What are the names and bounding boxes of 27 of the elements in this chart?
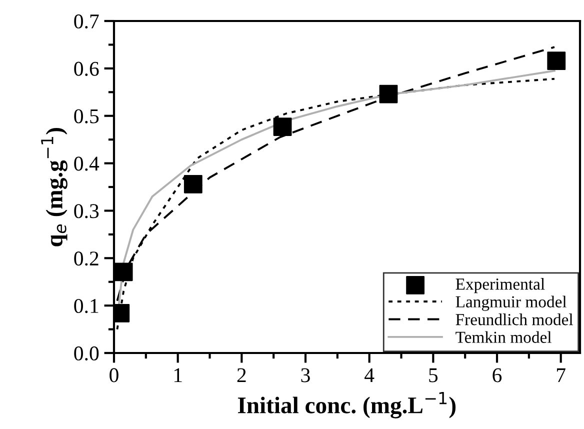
y-tick-label: 0.5 xyxy=(74,109,99,124)
y-tick-label: 0.4 xyxy=(74,156,100,171)
legend-label: Temkin model xyxy=(456,331,552,343)
point xyxy=(547,52,566,70)
legend-label: Freundlich model xyxy=(456,314,573,326)
point xyxy=(184,174,202,194)
y-tick-label: 0.7 xyxy=(74,14,99,29)
legend-label: Experimental xyxy=(456,278,545,294)
x-tick-label: 4 xyxy=(364,368,374,382)
x-tick-label: 2 xyxy=(237,368,246,382)
x-tick-label: 3 xyxy=(301,368,310,382)
x-tick-label: 0 xyxy=(110,368,118,382)
x-tick-label: 1 xyxy=(174,368,182,382)
y-tick-label: 0.0 xyxy=(74,346,99,361)
y-tick-label: 0.1 xyxy=(74,298,98,314)
y-tick-label: 0.3 xyxy=(74,204,99,218)
x-tick-label: 7 xyxy=(557,368,566,382)
legend-label: Langmuir model xyxy=(456,296,567,311)
point xyxy=(273,118,292,136)
y-axis-title: q$_{e}$ (mg.g$^{−1}$) xyxy=(41,128,68,246)
x-axis-title: Initial conc. (mg.L$^{−1}$) xyxy=(238,392,456,418)
point xyxy=(114,262,133,282)
x-tick-label: 5 xyxy=(429,368,438,382)
y-tick-label: 0.2 xyxy=(74,252,98,266)
y-tick-label: 0.6 xyxy=(74,62,99,76)
point xyxy=(379,84,398,104)
x-tick-label: 6 xyxy=(492,368,502,382)
